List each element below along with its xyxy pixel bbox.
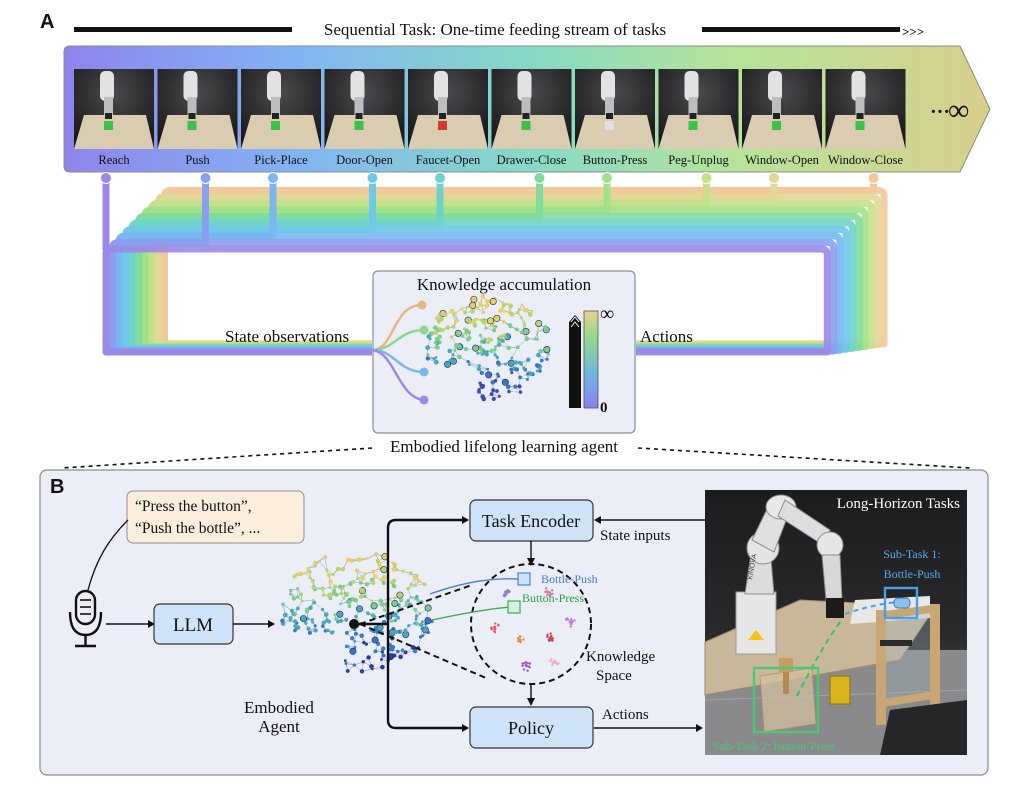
state-inputs-label: State inputs <box>600 528 671 544</box>
cluster-4 <box>490 622 500 634</box>
task-card-button-press: Button-Press <box>575 69 655 167</box>
cluster-2 <box>544 587 554 598</box>
stream-ellipsis: ··· <box>930 101 950 123</box>
button-press-label: Button-Press <box>522 591 584 605</box>
button-press-link <box>431 606 513 621</box>
stream-title-bar: Sequential Task: One-time feeding stream… <box>74 20 924 39</box>
task-card-peg-unplug: Peg-Unplug <box>658 69 739 167</box>
task-label-door-open: Door-Open <box>336 153 393 167</box>
knowledge-space-circle <box>470 563 592 685</box>
robot-brand-text: KINOVA <box>747 553 758 580</box>
task-card-push: Push <box>157 69 238 167</box>
stream-end-arrows: >>> <box>902 24 924 39</box>
subtask-1-line-1: Sub-Task 1: <box>883 547 941 561</box>
policy-label: Policy <box>508 718 554 738</box>
knowledge-space-zoom-lines <box>359 584 487 679</box>
bottle-push-link <box>429 578 523 595</box>
state-observations-label: State observations <box>225 327 349 346</box>
speech-line-1: “Press the button”, <box>135 498 252 515</box>
cluster-1 <box>502 589 511 598</box>
subtask-1-highlight <box>883 586 919 620</box>
agent-connector-bracket <box>354 518 462 730</box>
task-card-pick-place: Pick-Place <box>241 69 321 167</box>
knowledge-colorbar: ∞ 0 <box>569 303 614 416</box>
agent-caption: Embodied lifelong learning agent <box>390 437 618 456</box>
cluster-5 <box>516 635 525 644</box>
microphone-icon <box>68 589 103 648</box>
task-card-window-close: Window-Close <box>825 69 906 167</box>
zoom-lines <box>61 447 971 469</box>
task-thumbnails: Reach Push Pick-Place Door-Open Faucet-Open D… <box>74 69 906 167</box>
cluster-8 <box>549 657 560 667</box>
cluster-3 <box>564 617 576 628</box>
llm-label: LLM <box>173 615 213 636</box>
knowledge-clusters <box>490 587 576 672</box>
knowledge-space-line-1: Knowledge <box>586 649 655 665</box>
actions-label-a: Actions <box>640 327 693 346</box>
panel-b-letter: B <box>50 476 64 498</box>
actions-label-b: Actions <box>602 707 649 723</box>
knowledge-space-line-2: Space <box>596 668 632 684</box>
cluster-6 <box>546 632 554 643</box>
task-label-faucet-open: Faucet-Open <box>416 153 481 167</box>
task-routing-lines <box>100 172 888 358</box>
cluster-7 <box>521 661 532 672</box>
subtask-2-label: Sub-Task 2: Button-Press <box>713 739 836 753</box>
task-card-drawer-close: Drawer-Close <box>491 69 572 167</box>
task-card-door-open: Door-Open <box>324 69 405 167</box>
long-horizon-photo: KINOVA Long-Horizon Tasks Sub-Task 1: Bo… <box>704 490 968 755</box>
speech-bubble <box>126 490 305 544</box>
photo-title: Long-Horizon Tasks <box>837 496 960 512</box>
task-label-reach: Reach <box>98 153 130 167</box>
agent-label-line-1: Embodied <box>244 698 314 717</box>
brain-network-a <box>425 294 551 402</box>
button-press-marker <box>507 600 521 614</box>
task-label-peg-unplug: Peg-Unplug <box>668 153 729 167</box>
bottle-push-label: Bottle-Push <box>541 572 598 586</box>
task-card-faucet-open: Faucet-Open <box>408 69 488 167</box>
task-card-window-open: Window-Open <box>742 69 822 167</box>
task-label-button-press: Button-Press <box>583 153 648 167</box>
agent-label-line-2: Agent <box>258 717 300 736</box>
task-label-window-open: Window-Open <box>745 153 820 167</box>
brain-input-curves <box>371 300 429 405</box>
knowledge-title: Knowledge accumulation <box>417 275 592 294</box>
task-card-reach: Reach <box>74 69 154 167</box>
bottle-push-marker <box>517 572 531 586</box>
panel-a-letter: A <box>40 11 54 33</box>
task-label-pick-place: Pick-Place <box>254 153 308 167</box>
task-label-drawer-close: Drawer-Close <box>497 153 567 167</box>
task-label-window-close: Window-Close <box>828 153 904 167</box>
subtask-1-line-2: Bottle-Push <box>884 567 941 581</box>
policy-box <box>469 706 594 749</box>
colorbar-bottom-label: 0 <box>600 400 608 416</box>
stream-infinity: ∞ <box>948 94 969 127</box>
stream-title: Sequential Task: One-time feeding stream… <box>324 20 666 39</box>
speech-tail <box>87 519 129 591</box>
colorbar-top-label: ∞ <box>600 303 614 325</box>
task-label-push: Push <box>185 153 210 167</box>
speech-line-2: “Push the bottle”, ... <box>135 520 260 537</box>
subtask-2-highlight <box>752 666 820 734</box>
task-encoder-label: Task Encoder <box>482 511 580 531</box>
